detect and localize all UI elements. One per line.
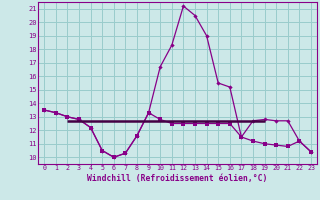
X-axis label: Windchill (Refroidissement éolien,°C): Windchill (Refroidissement éolien,°C) (87, 174, 268, 183)
